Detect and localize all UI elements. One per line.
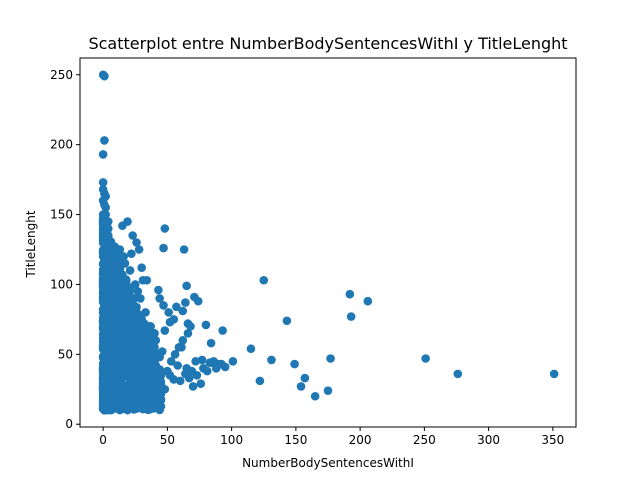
data-point bbox=[108, 273, 117, 282]
x-tick-label: 50 bbox=[160, 433, 175, 447]
x-axis-label: NumberBodySentencesWithI bbox=[242, 456, 414, 470]
data-point bbox=[131, 280, 140, 289]
data-point bbox=[155, 294, 164, 303]
data-point bbox=[118, 221, 127, 230]
data-point bbox=[155, 371, 164, 380]
data-point bbox=[135, 245, 144, 254]
data-point bbox=[99, 150, 108, 159]
data-point bbox=[311, 392, 320, 401]
x-tick-label: 300 bbox=[477, 433, 500, 447]
data-point bbox=[126, 266, 135, 275]
data-point bbox=[221, 363, 230, 372]
data-point bbox=[141, 308, 150, 317]
data-point bbox=[347, 312, 356, 321]
data-point bbox=[154, 286, 163, 295]
data-point bbox=[247, 344, 256, 353]
data-point bbox=[139, 276, 148, 285]
data-point bbox=[364, 297, 373, 306]
data-point bbox=[100, 136, 109, 145]
x-tick-label: 100 bbox=[220, 433, 243, 447]
data-point bbox=[158, 347, 167, 356]
data-point bbox=[207, 339, 216, 348]
data-point bbox=[131, 372, 140, 381]
data-point bbox=[179, 307, 188, 316]
y-axis-label: TitleLenght bbox=[24, 210, 38, 278]
data-point bbox=[326, 354, 335, 363]
data-point bbox=[297, 382, 306, 391]
data-point bbox=[161, 224, 170, 233]
data-point bbox=[110, 294, 119, 303]
y-tick-label: 0 bbox=[65, 417, 73, 431]
y-tick-label: 200 bbox=[50, 138, 73, 152]
data-point bbox=[128, 231, 137, 240]
data-point bbox=[259, 276, 268, 285]
chart-title: Scatterplot entre NumberBodySentencesWit… bbox=[88, 34, 567, 53]
data-point bbox=[166, 371, 175, 380]
data-point bbox=[116, 245, 125, 254]
data-point bbox=[164, 308, 173, 317]
x-tick-label: 350 bbox=[541, 433, 564, 447]
data-point bbox=[193, 371, 202, 380]
data-point bbox=[421, 354, 430, 363]
data-point bbox=[256, 377, 265, 386]
data-point bbox=[194, 297, 203, 306]
data-point bbox=[346, 290, 355, 299]
y-tick-label: 250 bbox=[50, 68, 73, 82]
data-point bbox=[159, 244, 168, 253]
data-point bbox=[191, 357, 200, 366]
data-point bbox=[146, 322, 155, 331]
y-tick-label: 150 bbox=[50, 208, 73, 222]
data-point bbox=[119, 403, 128, 412]
data-point bbox=[186, 322, 195, 331]
data-point bbox=[116, 308, 125, 317]
data-point bbox=[550, 370, 559, 379]
data-point bbox=[170, 315, 179, 324]
data-point bbox=[218, 326, 227, 335]
x-tick-label: 0 bbox=[99, 433, 107, 447]
data-point bbox=[301, 374, 310, 383]
data-point bbox=[161, 385, 170, 394]
data-point bbox=[161, 326, 170, 335]
x-tick-label: 150 bbox=[284, 433, 307, 447]
data-point bbox=[180, 245, 189, 254]
y-tick-label: 100 bbox=[50, 277, 73, 291]
data-point bbox=[104, 217, 113, 226]
data-point bbox=[182, 282, 191, 291]
data-point bbox=[324, 386, 333, 395]
data-point bbox=[189, 382, 198, 391]
data-point bbox=[121, 259, 130, 268]
x-tick-label: 250 bbox=[413, 433, 436, 447]
data-point bbox=[140, 384, 149, 393]
x-tick-label: 200 bbox=[349, 433, 372, 447]
data-point bbox=[149, 378, 158, 387]
data-point bbox=[453, 370, 462, 379]
data-point bbox=[203, 367, 212, 376]
data-point bbox=[100, 72, 109, 81]
data-point bbox=[196, 379, 205, 388]
data-point bbox=[145, 398, 154, 407]
data-point bbox=[137, 263, 146, 272]
data-point bbox=[127, 249, 136, 258]
data-point bbox=[267, 356, 276, 365]
data-point bbox=[128, 353, 137, 362]
data-point bbox=[202, 321, 211, 330]
data-point bbox=[127, 364, 136, 373]
data-point bbox=[176, 377, 185, 386]
data-point bbox=[179, 336, 188, 345]
y-tick-label: 50 bbox=[58, 347, 73, 361]
data-point bbox=[181, 298, 190, 307]
data-point bbox=[283, 316, 292, 325]
data-point bbox=[105, 252, 114, 261]
data-point bbox=[229, 357, 238, 366]
data-point bbox=[290, 360, 299, 369]
